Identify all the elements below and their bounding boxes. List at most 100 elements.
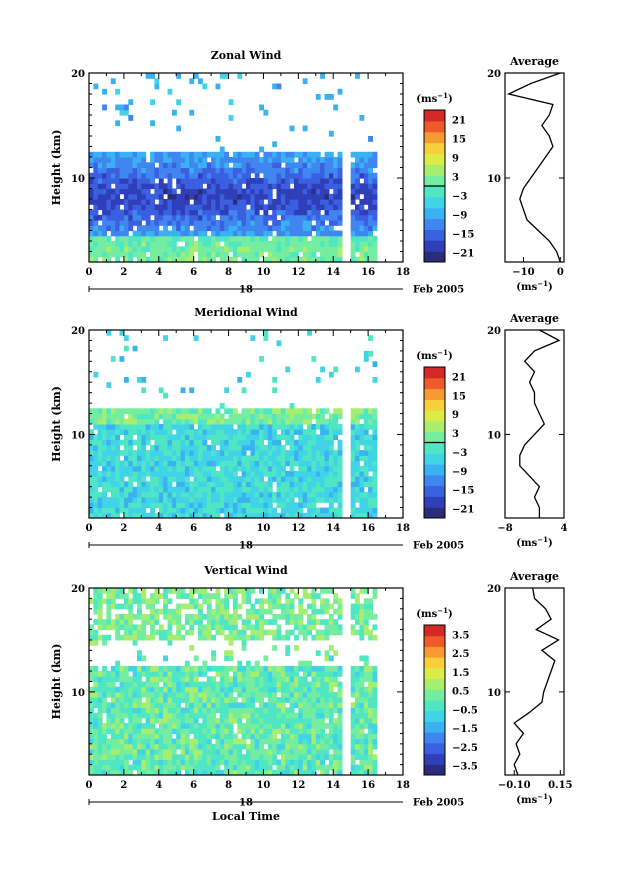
heatmap-cell	[315, 439, 321, 446]
heatmap-cell	[350, 749, 356, 755]
heatmap-cell	[123, 193, 129, 200]
heatmap-cell	[350, 424, 356, 430]
heatmap-cell	[333, 209, 339, 216]
heatmap-cell	[320, 588, 325, 594]
heatmap-cell	[246, 439, 251, 446]
heatmap-cell	[167, 209, 173, 216]
heatmap-cell	[163, 460, 168, 467]
heatmap-cell	[259, 502, 264, 508]
heatmap-cell	[302, 178, 308, 184]
heatmap-cell	[102, 193, 107, 200]
heatmap-cell	[350, 717, 356, 724]
heatmap-cell	[320, 665, 325, 672]
heatmap-cell	[224, 172, 230, 179]
heatmap-cell	[337, 204, 343, 211]
heatmap-cell	[215, 728, 221, 734]
heatmap-cell	[137, 491, 142, 498]
heatmap-cell	[150, 712, 155, 719]
heatmap-cell	[355, 702, 360, 708]
heatmap-cell	[333, 754, 339, 760]
heatmap-cell	[250, 697, 256, 703]
heatmap-cell	[324, 204, 330, 211]
heatmap-cell	[363, 465, 369, 472]
heatmap-cell	[272, 507, 278, 514]
heatmap-cell	[145, 681, 151, 688]
heatmap-cell	[280, 178, 286, 184]
heatmap-cell	[276, 502, 282, 508]
heatmap-cell	[198, 712, 203, 719]
heatmap-cell	[206, 507, 212, 514]
heatmap-cell	[123, 749, 129, 755]
heatmap-cell	[254, 481, 260, 488]
heatmap-cell	[254, 728, 260, 734]
heatmap-cell	[298, 167, 304, 174]
heatmap-cell	[167, 702, 173, 708]
heatmap-cell	[141, 465, 147, 472]
heatmap-cell	[363, 209, 369, 216]
heatmap-cell	[350, 455, 356, 461]
heatmap-cell	[363, 608, 369, 615]
x-tick-label: 2	[120, 780, 127, 791]
heatmap-cell	[311, 225, 317, 232]
heatmap-cell	[232, 707, 238, 714]
heatmap-cell	[89, 697, 94, 703]
heatmap-cell	[368, 136, 373, 142]
heatmap-cell	[115, 167, 121, 174]
heatmap-cell	[232, 759, 238, 766]
heatmap-cell	[298, 697, 304, 703]
heatmap-cell	[267, 754, 273, 760]
heatmap-cell	[119, 246, 125, 253]
heatmap-cell	[320, 471, 325, 477]
heatmap-cell	[171, 418, 177, 425]
heatmap-cell	[110, 733, 116, 740]
heatmap-cell	[224, 167, 230, 174]
heatmap-cell	[285, 256, 291, 263]
heatmap-cell	[119, 619, 125, 625]
heatmap-cell	[337, 598, 343, 605]
heatmap-cell	[224, 481, 230, 488]
heatmap-cell	[280, 717, 286, 724]
heatmap-cell	[132, 413, 138, 420]
heatmap-cell	[276, 598, 282, 605]
heatmap-cell	[355, 256, 360, 263]
heatmap-cell	[198, 424, 203, 430]
heatmap-cell	[241, 743, 247, 750]
y-tick-label: 20	[71, 326, 85, 337]
heatmap-cell	[123, 251, 129, 258]
colorbar-swatch	[424, 635, 445, 647]
heatmap-cell	[241, 697, 247, 703]
heatmap-cell	[215, 172, 221, 179]
heatmap-cell	[106, 512, 112, 519]
heatmap-cell	[180, 178, 186, 184]
heatmap-cell	[167, 691, 173, 698]
heatmap-cell	[285, 681, 291, 688]
heatmap-cell	[237, 502, 243, 508]
colorbar-swatch	[424, 485, 445, 497]
heatmap-cell	[294, 634, 299, 641]
heatmap-cell	[307, 759, 312, 766]
heatmap-cell	[163, 655, 168, 662]
heatmap-cell	[119, 209, 125, 216]
heatmap-cell	[302, 497, 308, 503]
heatmap-cell	[128, 251, 134, 258]
heatmap-cell	[237, 418, 243, 425]
heatmap-cell	[145, 512, 151, 519]
heatmap-cell	[285, 366, 291, 373]
heatmap-cell	[285, 193, 291, 200]
heatmap-cell	[211, 193, 216, 200]
heatmap-cell	[167, 723, 173, 729]
heatmap-cell	[215, 424, 221, 430]
heatmap-cell	[307, 183, 312, 190]
heatmap-cell	[211, 455, 216, 461]
heatmap-cell	[276, 251, 282, 258]
heatmap-cell	[363, 199, 369, 205]
heatmap-cell	[154, 83, 160, 90]
heatmap-cell	[307, 769, 312, 776]
heatmap-cell	[176, 157, 182, 163]
heatmap-cell	[228, 676, 234, 682]
heatmap-cell	[363, 723, 369, 729]
heatmap-cell	[219, 167, 225, 174]
heatmap-cell	[189, 439, 195, 446]
heatmap-cell	[150, 634, 155, 641]
profile-frame	[504, 329, 565, 519]
